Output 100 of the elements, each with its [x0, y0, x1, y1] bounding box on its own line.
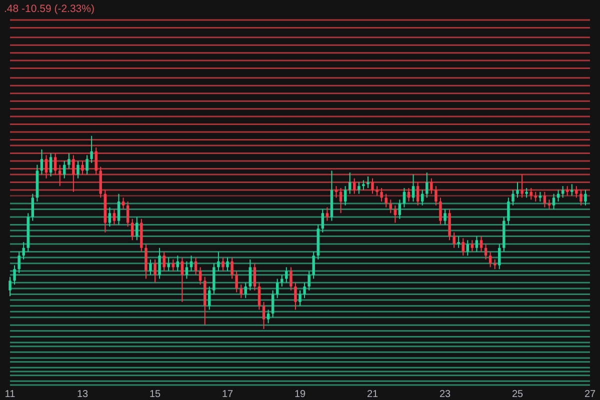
x-tick-label: 13: [76, 389, 88, 400]
candlestick: [312, 251, 315, 280]
candlestick: [426, 172, 428, 198]
candlestick: [253, 262, 256, 291]
candlestick: [384, 193, 388, 208]
candlestick: [371, 178, 374, 194]
candlestick: [457, 236, 460, 248]
candlestick: [285, 266, 288, 284]
candlestick: [498, 244, 501, 270]
candlestick: [480, 236, 483, 252]
candlestick: [158, 247, 161, 280]
candlestick: [258, 282, 261, 310]
candlestick: [262, 301, 266, 330]
candlestick: [358, 182, 360, 194]
candlestick: [54, 152, 57, 175]
candlestick: [222, 257, 224, 272]
candlestick: [566, 186, 569, 196]
candlestick: [344, 186, 347, 206]
candlestick: [448, 208, 451, 241]
candlestick: [570, 184, 574, 196]
candlestick: [99, 166, 102, 198]
x-tick-label: 21: [366, 389, 378, 400]
candlestick: [86, 154, 88, 175]
candlestick: [162, 251, 166, 272]
candlestick: [362, 180, 365, 190]
candlestick: [552, 193, 556, 210]
candlestick: [58, 164, 62, 187]
candlestick: [444, 208, 446, 226]
candlestick: [303, 282, 306, 299]
candlestick: [412, 174, 415, 202]
x-tick-label: 23: [439, 389, 451, 400]
candlestick: [149, 258, 152, 276]
candlestick: [49, 152, 52, 177]
candlestick: [298, 290, 302, 306]
candlestick: [194, 257, 198, 276]
x-tick-label: 19: [294, 389, 306, 400]
x-tick-label: 25: [512, 389, 524, 400]
candlestick: [353, 178, 356, 194]
candlestick: [271, 290, 274, 318]
x-tick-label: 11: [4, 389, 16, 400]
candlestick: [584, 189, 587, 206]
candlestick: [520, 174, 524, 198]
x-tick-label: 27: [584, 389, 596, 400]
candlestick: [430, 178, 433, 194]
candlestick: [130, 218, 134, 241]
candlestick: [334, 186, 338, 198]
x-tick-label: 15: [149, 389, 161, 400]
candlestick: [94, 146, 98, 175]
candlestick: [294, 282, 297, 310]
candlestick: [434, 186, 438, 206]
candlestick: [185, 260, 188, 280]
text: .48 -10.59 (-2.33%): [4, 3, 94, 15]
candlestick: [112, 208, 116, 226]
candlestick: [8, 276, 12, 297]
candlestick: [488, 251, 492, 268]
candlestick: [348, 172, 352, 194]
candlestick: [439, 197, 442, 226]
candlestick: [376, 186, 378, 196]
candlestick: [266, 309, 270, 324]
candlestick: [548, 199, 551, 210]
candlestick: [81, 160, 84, 175]
candlestick: [22, 242, 25, 260]
candlestick: [398, 199, 402, 220]
candlestick: [108, 206, 112, 228]
candlestick: [226, 257, 229, 272]
candlestick: [475, 236, 478, 252]
candlestick: [416, 182, 420, 206]
candlestick: [76, 160, 80, 179]
candlestick: [462, 238, 464, 256]
candlestick: [538, 191, 542, 202]
candlestick: [240, 284, 242, 299]
candlestick: [230, 257, 234, 280]
candlestick: [534, 191, 537, 202]
candlestick: [530, 188, 532, 200]
candlestick: [561, 186, 564, 198]
candlestick: [63, 160, 66, 179]
candlestick: [144, 244, 148, 280]
candlestick: [516, 182, 519, 198]
candlestick: [68, 152, 70, 170]
candlestick: [276, 278, 279, 299]
candlestick: [290, 266, 292, 291]
candlestick: [248, 258, 252, 291]
candlestick: [208, 286, 211, 310]
candlestick: [512, 189, 514, 206]
candlestick: [493, 258, 496, 270]
candlestick: [452, 232, 456, 248]
candlestick: [366, 176, 370, 189]
candlestick: [40, 148, 44, 175]
candlestick: [308, 270, 310, 291]
candlestick: [507, 197, 510, 226]
candlestick: [470, 240, 474, 252]
candlestick: [167, 257, 170, 272]
candlestick: [575, 186, 578, 198]
candlestick: [402, 188, 406, 208]
candlestick: [198, 266, 202, 286]
candlestick: [380, 188, 383, 202]
candlestick: [580, 189, 582, 206]
candlestick: [13, 264, 16, 286]
candlestick: [339, 188, 342, 214]
candlestick: [126, 201, 130, 228]
